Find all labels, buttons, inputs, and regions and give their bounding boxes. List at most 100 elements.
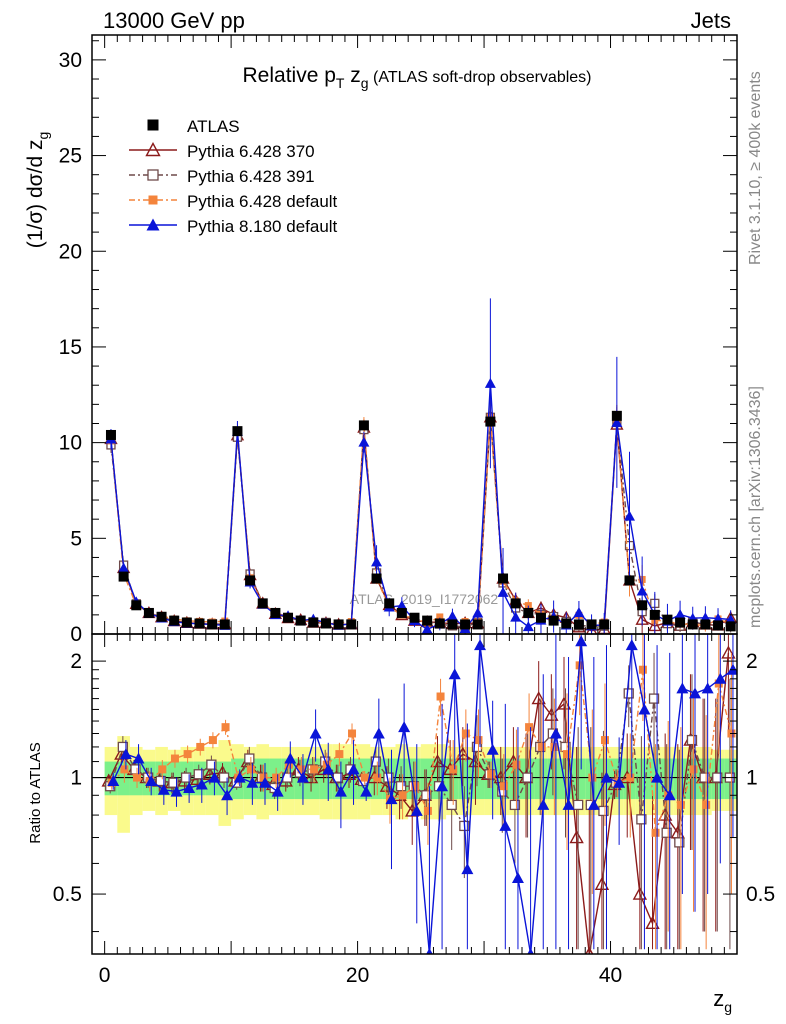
x-tick-label: 20 (346, 964, 369, 987)
data-point (510, 611, 522, 622)
data-point (423, 806, 432, 815)
data-point (170, 785, 183, 797)
legend-label: Pythia 6.428 default (187, 192, 338, 211)
data-point (674, 837, 685, 848)
data-point (410, 804, 423, 816)
data-point (156, 611, 167, 622)
data-point (674, 608, 686, 619)
data-point (385, 793, 398, 805)
y-tick-label: 25 (59, 145, 82, 168)
data-point (143, 607, 154, 618)
data-point (271, 785, 284, 797)
data-point (169, 615, 180, 626)
data-point (396, 607, 407, 618)
data-point (561, 618, 572, 629)
data-point (147, 169, 159, 181)
legend-label: ATLAS (187, 117, 240, 136)
data-point (499, 819, 512, 831)
data-point (676, 800, 685, 809)
data-point (648, 693, 660, 704)
data-point (193, 769, 204, 780)
data-point (523, 607, 534, 618)
ratio-tick-label-left: 2 (70, 650, 82, 673)
data-point (308, 617, 319, 628)
legend-item: Pythia 8.180 default (129, 217, 338, 236)
data-point (208, 736, 217, 745)
analysis-watermark: ATLAS_2019_I1772062 (350, 591, 499, 607)
data-point (335, 750, 344, 759)
ratio-tick-label-left: 1 (70, 767, 82, 790)
legend: ATLAS Pythia 6.428 370 Pythia 6.428 391 Pyt… (129, 117, 338, 236)
data-point (371, 573, 382, 584)
data-point (702, 800, 711, 809)
data-point (461, 863, 474, 875)
data-point (461, 729, 470, 738)
data-point (436, 692, 445, 701)
data-point (712, 772, 723, 783)
data-point (257, 598, 268, 609)
data-point (575, 635, 588, 647)
data-point (360, 785, 373, 797)
data-point (259, 773, 268, 782)
ratio-tick-label-left: 0.5 (53, 883, 82, 906)
data-point (446, 799, 457, 811)
data-point (613, 776, 626, 788)
data-point (118, 562, 130, 573)
data-point (107, 774, 120, 786)
data-point (611, 416, 623, 427)
data-point (119, 748, 132, 760)
data-point (132, 752, 145, 764)
y-tick-label: 0 (70, 623, 82, 646)
data-point (700, 619, 711, 630)
data-point (586, 619, 597, 630)
data-point (219, 619, 230, 630)
data-point (296, 771, 309, 783)
data-point (550, 742, 559, 751)
data-point (662, 614, 673, 625)
data-point (598, 805, 609, 817)
data-point (360, 773, 369, 782)
data-point (373, 773, 382, 782)
data-point (194, 618, 205, 629)
rivet-label: Rivet 3.1.10, ≥ 400k events (747, 71, 764, 265)
data-point (687, 619, 698, 630)
data-point (195, 778, 208, 790)
data-point (246, 776, 259, 788)
y-axis-label-main: (1/σ) dσ/d zg (24, 132, 51, 249)
data-point (147, 119, 159, 131)
data-point (721, 645, 736, 659)
data-point (283, 612, 294, 623)
data-point (180, 772, 192, 783)
mcplots-label: mcplots.cern.ch [arXiv:1306.3436] (747, 386, 764, 628)
data-point (436, 780, 449, 792)
y-tick-label: 10 (59, 432, 82, 455)
data-point (246, 765, 255, 774)
band-inner (471, 758, 485, 800)
data-point (649, 609, 660, 620)
data-point (371, 556, 383, 567)
data-point (284, 752, 297, 764)
main-series-3 (105, 298, 737, 634)
header-left: 13000 GeV pp (103, 8, 245, 33)
data-point (183, 781, 196, 793)
data-point (245, 575, 256, 586)
plot-title: Relative pT zg (ATLAS soft-drop observab… (243, 64, 592, 91)
data-point (509, 799, 521, 811)
data-point (686, 734, 698, 746)
data-point (531, 691, 546, 705)
data-point (535, 612, 546, 623)
data-point (411, 782, 420, 791)
data-point (118, 571, 129, 582)
data-point (562, 798, 575, 810)
x-tick-label: 0 (99, 964, 111, 987)
data-point (333, 619, 344, 630)
data-point (320, 618, 331, 629)
y-axis-label-ratio: Ratio to ATLAS (27, 742, 44, 843)
data-point (208, 771, 221, 783)
data-point (334, 785, 347, 797)
data-point (232, 426, 243, 437)
data-point (486, 743, 499, 755)
data-point (168, 777, 179, 788)
data-point (155, 775, 166, 787)
data-point (701, 682, 714, 694)
